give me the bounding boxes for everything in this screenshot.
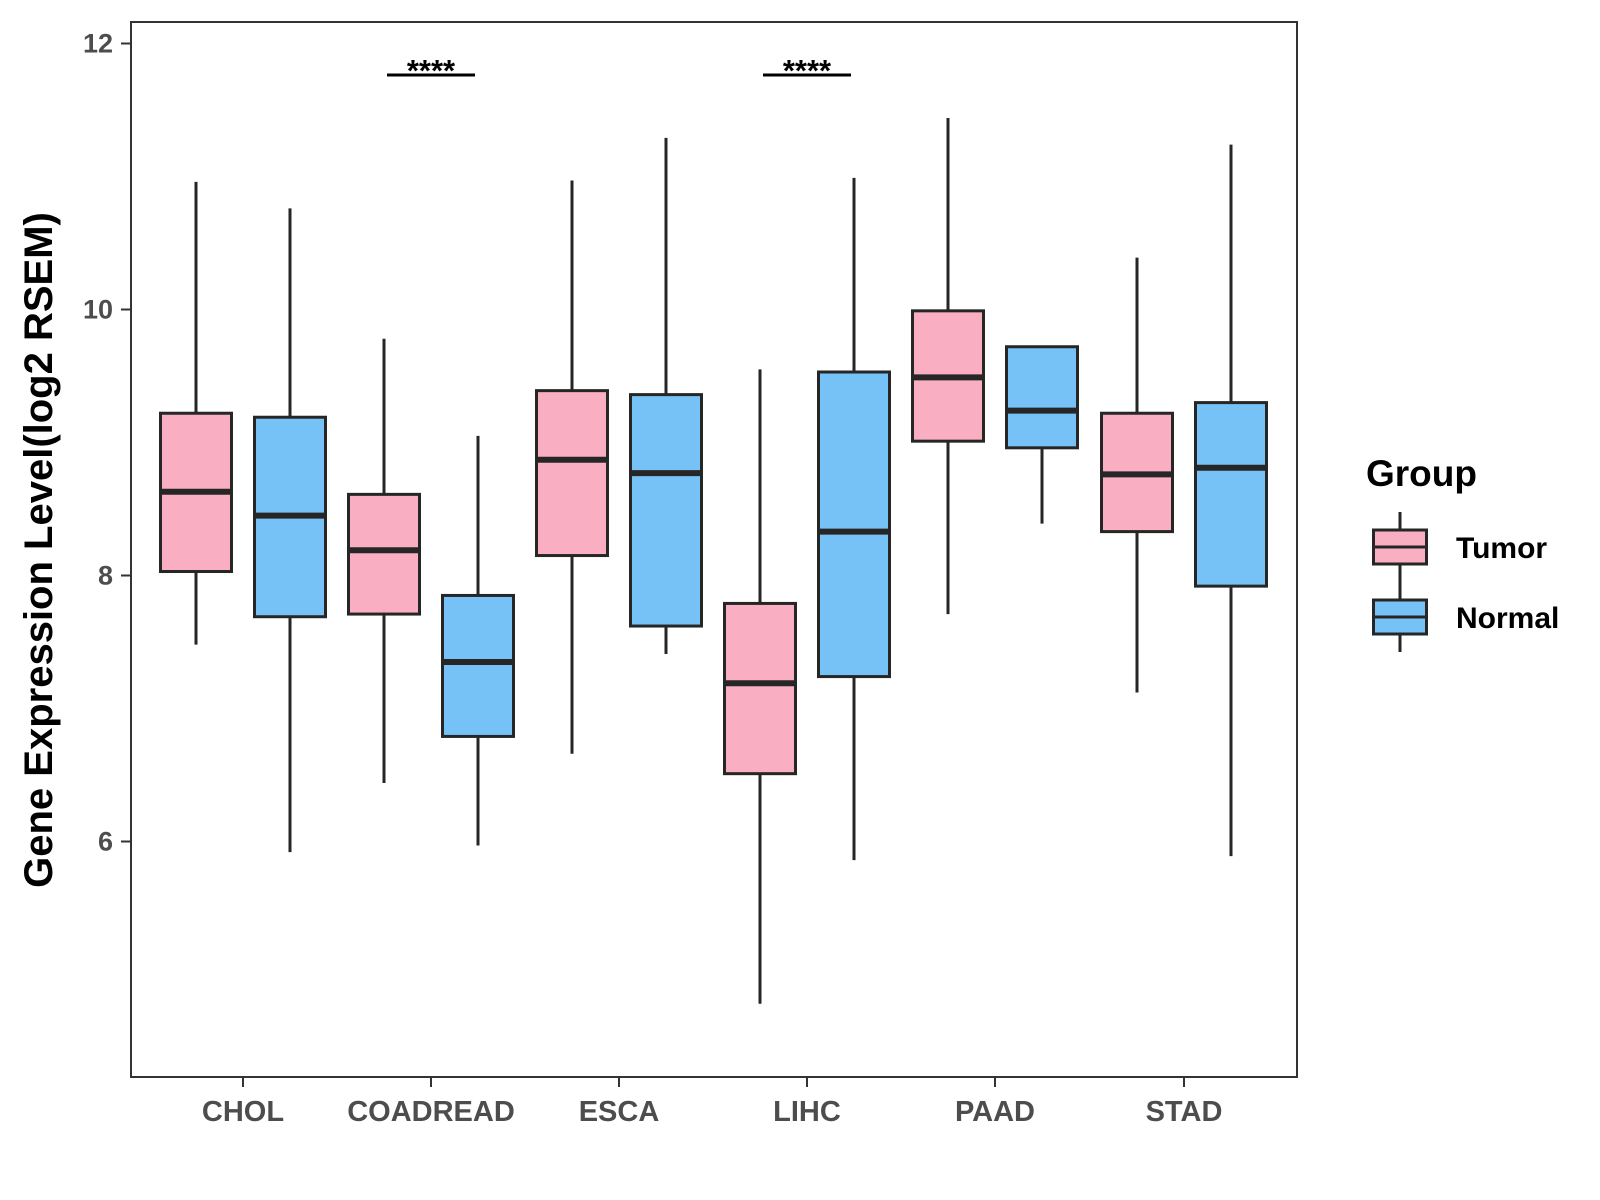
legend-key-tumor bbox=[1372, 512, 1428, 582]
box-body bbox=[723, 601, 797, 776]
box-normal-esca bbox=[629, 137, 703, 654]
box-tumor-esca bbox=[535, 180, 609, 754]
significance-annotations: **** **** bbox=[387, 53, 851, 88]
legend-label-normal: Normal bbox=[1456, 602, 1559, 635]
box-normal-paad bbox=[1005, 345, 1079, 524]
y-tick-label: 10 bbox=[83, 295, 113, 325]
box-normal-stad bbox=[1194, 144, 1268, 857]
box-tumor-lihc bbox=[723, 369, 797, 1004]
box-body bbox=[347, 492, 421, 616]
x-tick-label: PAAD bbox=[955, 1096, 1035, 1128]
x-tick-label: CHOL bbox=[202, 1096, 284, 1128]
significance-label: **** bbox=[783, 53, 832, 88]
x-axis: CHOL COADREAD ESCA LIHC PAAD STAD bbox=[202, 1077, 1222, 1128]
box-body bbox=[1194, 401, 1268, 588]
box-tumor-coadread bbox=[347, 338, 421, 783]
box-normal-coadread bbox=[441, 435, 515, 846]
legend: Group Tumor Normal bbox=[1366, 453, 1559, 652]
box-tumor-paad bbox=[911, 117, 985, 615]
legend-label-tumor: Tumor bbox=[1456, 532, 1547, 565]
box-body bbox=[441, 593, 515, 738]
x-tick-label: COADREAD bbox=[347, 1096, 515, 1128]
legend-title: Group bbox=[1366, 453, 1477, 494]
box-normal-lihc bbox=[817, 177, 891, 861]
y-tick-label: 8 bbox=[98, 561, 113, 591]
y-axis-title: Gene Expression Level(log2 RSEM) bbox=[17, 212, 61, 888]
y-tick-label: 6 bbox=[98, 827, 113, 857]
box-tumor-chol bbox=[159, 181, 233, 645]
box-body bbox=[535, 389, 609, 558]
y-tick-label: 12 bbox=[83, 29, 113, 59]
box-tumor-stad bbox=[1100, 257, 1174, 693]
x-tick-label: STAD bbox=[1146, 1096, 1223, 1128]
box-body bbox=[817, 370, 891, 679]
significance-label: **** bbox=[407, 53, 456, 88]
legend-key-normal bbox=[1372, 582, 1428, 652]
box-normal-chol bbox=[253, 208, 327, 853]
x-tick-label: LIHC bbox=[773, 1096, 841, 1128]
box-body bbox=[1005, 345, 1079, 450]
x-tick-label: ESCA bbox=[579, 1096, 660, 1128]
box-series-group bbox=[159, 117, 1268, 1004]
box-body bbox=[629, 393, 703, 628]
y-axis: 6 8 10 12 bbox=[83, 29, 131, 857]
